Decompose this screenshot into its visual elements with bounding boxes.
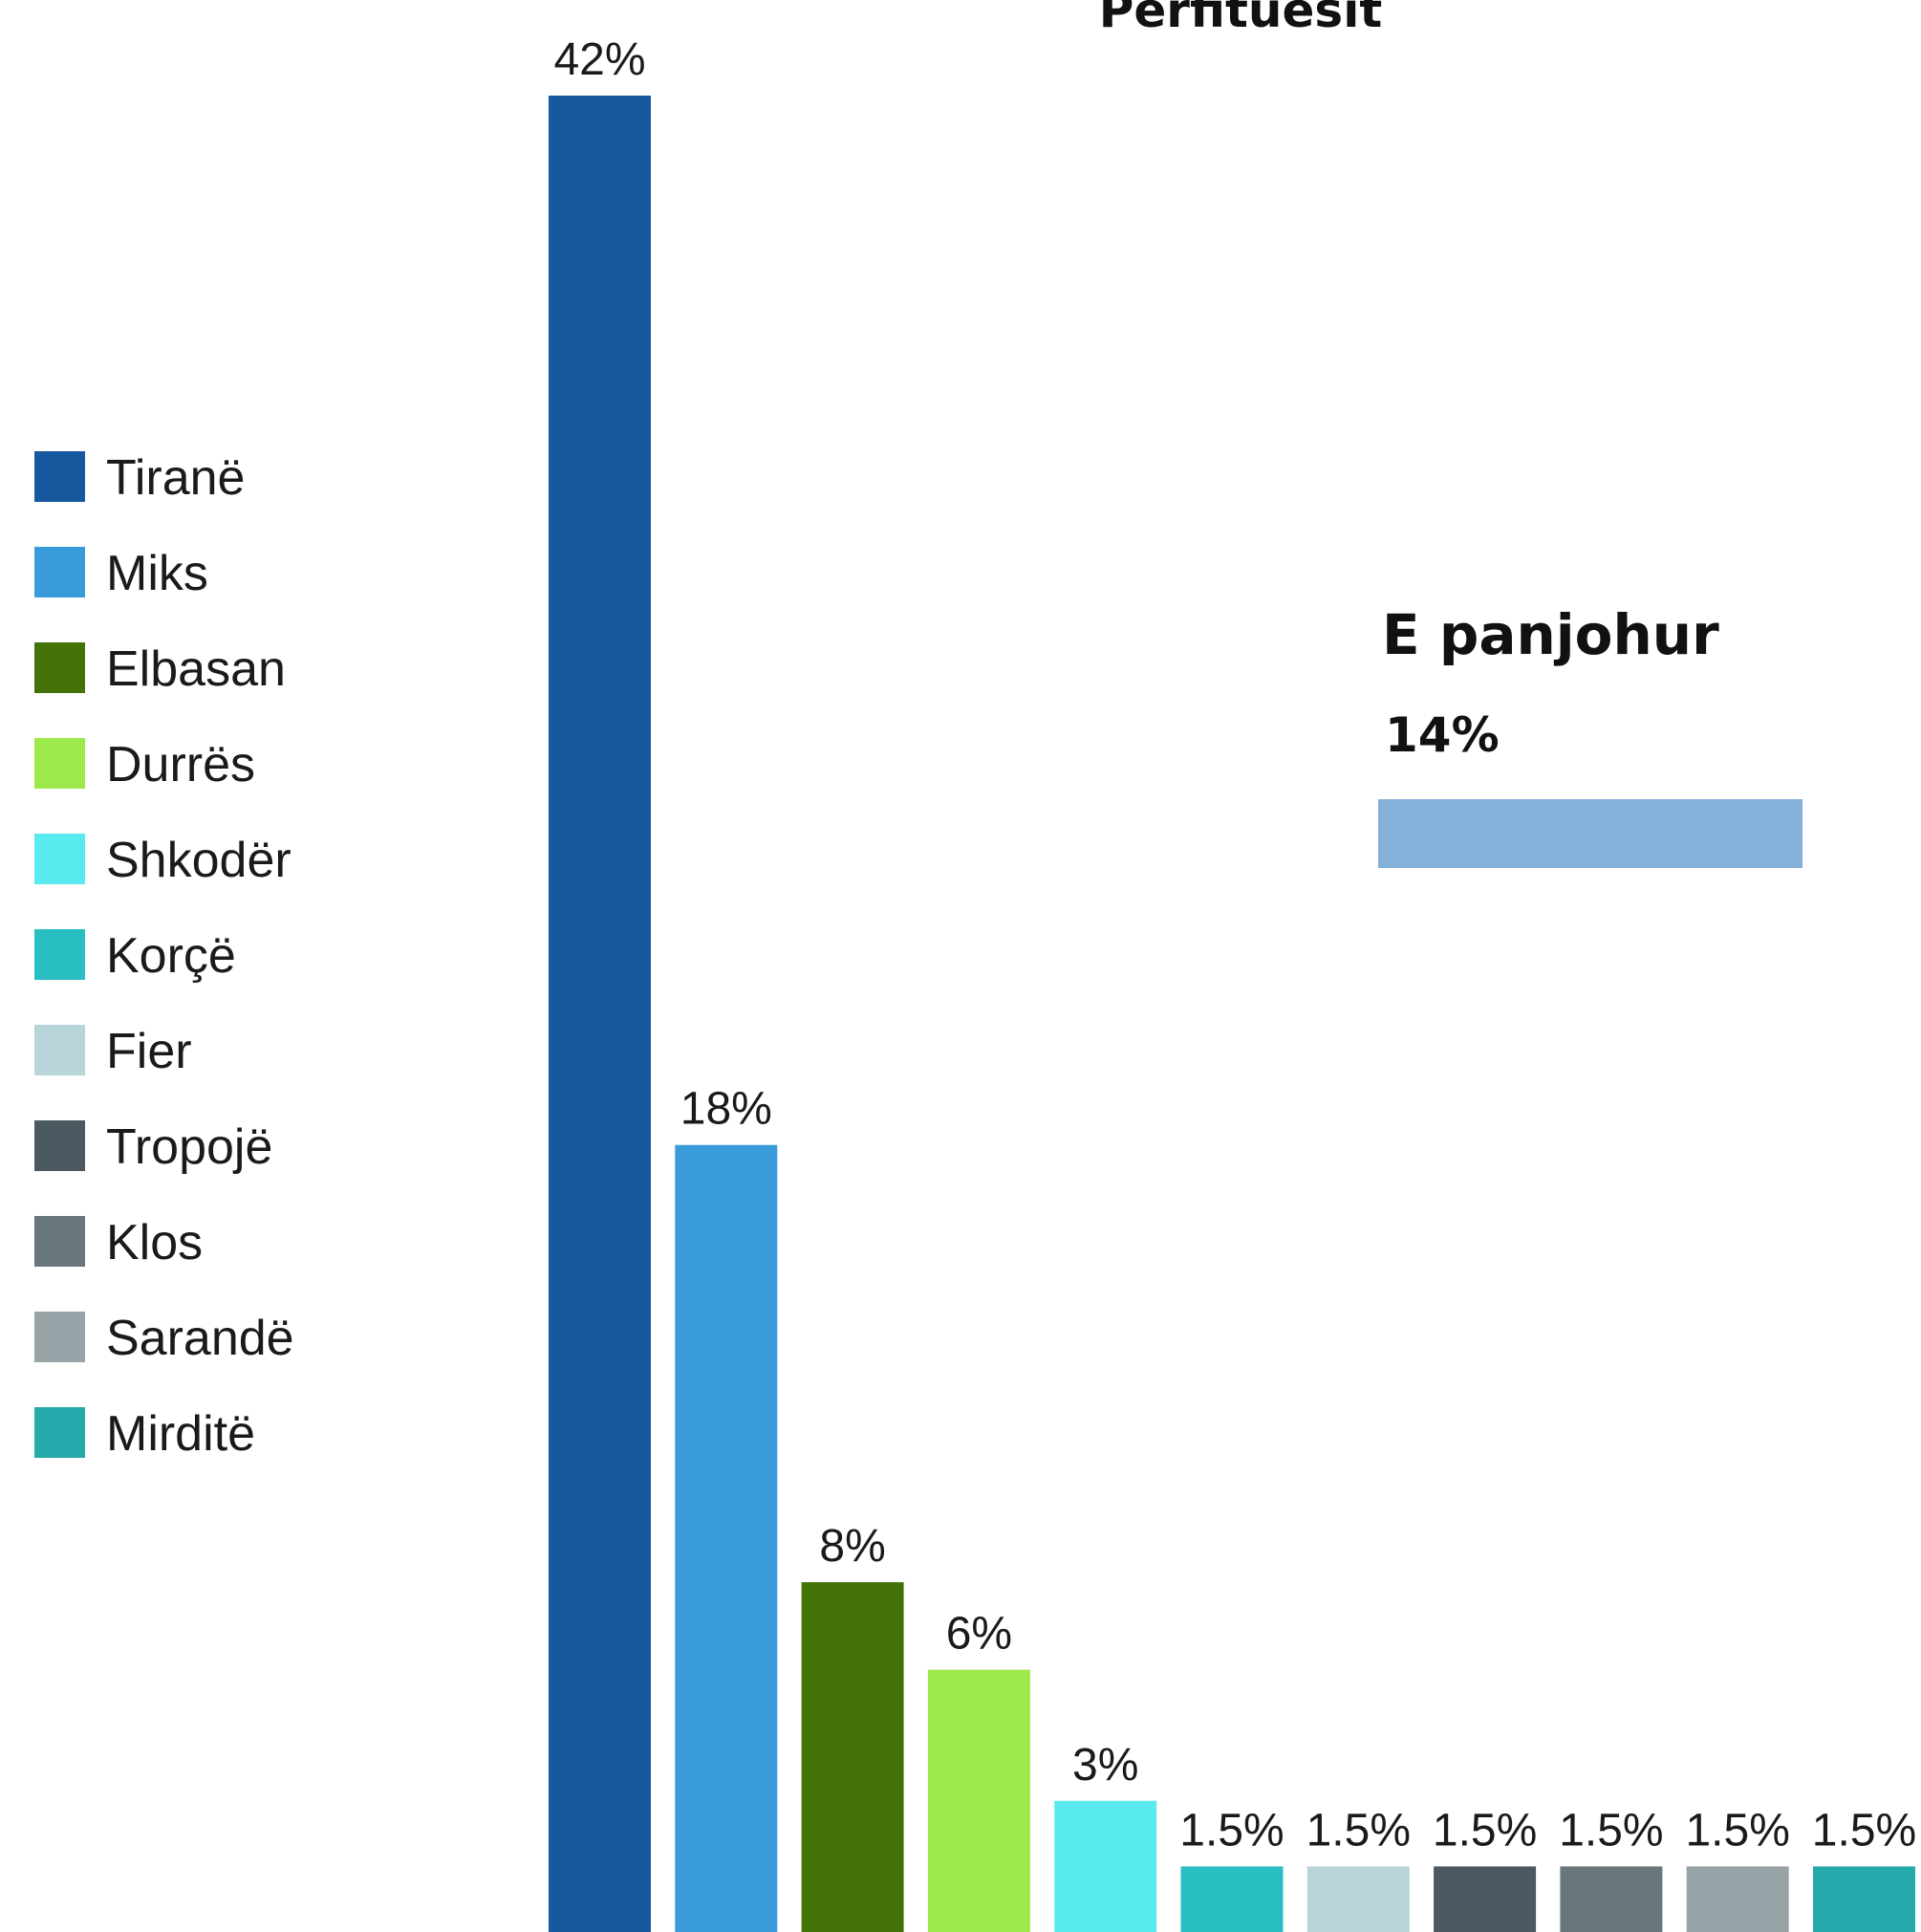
bar-value-label: 1.5% <box>1306 1805 1411 1856</box>
legend-label: Tropojë <box>106 1119 272 1175</box>
legend-label: Shkodër <box>106 833 291 888</box>
legend-label: Durrës <box>106 737 255 792</box>
legend-swatch <box>34 1120 85 1171</box>
legend-swatch <box>34 547 85 597</box>
legend-label: Fier <box>106 1024 192 1079</box>
legend-label: Sarandë <box>106 1311 294 1366</box>
legend-label: Mirditë <box>106 1406 255 1462</box>
legend-label: Korçë <box>106 928 236 984</box>
legend: Tiranë Miks Elbasan Durrës Shkodër Korçë Fier T… <box>34 450 294 1462</box>
legend-swatch <box>34 1216 85 1267</box>
chart-title: Përfituesit <box>1099 0 1382 38</box>
legend-label: Klos <box>106 1215 203 1270</box>
bar-value-label: 8% <box>819 1521 885 1572</box>
bar-value-label: 18% <box>680 1084 772 1135</box>
bar-value-label: 1.5% <box>1685 1805 1789 1856</box>
bar-value-label: 42% <box>553 34 645 85</box>
legend-swatch <box>34 642 85 693</box>
legend-label: Elbasan <box>106 641 286 697</box>
bar-fier <box>1306 1866 1410 1932</box>
bar-value-label: 6% <box>946 1609 1012 1660</box>
bar-korçë <box>1180 1866 1284 1932</box>
bar-durrës <box>927 1669 1030 1932</box>
bar-value-label: 1.5% <box>1179 1805 1284 1856</box>
bar-sarandë <box>1686 1866 1789 1932</box>
bar-tiranë <box>549 96 651 1932</box>
legend-swatch <box>34 1025 85 1075</box>
legend-label: Miks <box>106 546 208 601</box>
bar-value-label: 1.5% <box>1812 1805 1916 1856</box>
unknown-box: E panjohur 14% <box>1378 602 1802 868</box>
bar-miks <box>675 1144 778 1932</box>
legend-swatch <box>34 834 85 884</box>
bars: 42% 18% 8% 6% 3% 1.5% 1.5% 1.5% 1.5% 1.5% 1.5% <box>549 34 1916 1932</box>
legend-swatch <box>34 1312 85 1362</box>
bar-klos <box>1560 1866 1663 1932</box>
bar-value-label: 1.5% <box>1559 1805 1663 1856</box>
bar-value-label: 1.5% <box>1433 1805 1537 1856</box>
legend-label: Tiranë <box>106 450 245 506</box>
unknown-title: E panjohur <box>1382 602 1719 667</box>
legend-swatch <box>34 738 85 789</box>
unknown-bar <box>1378 799 1802 868</box>
unknown-value-label: 14% <box>1385 707 1500 763</box>
bar-mirditë <box>1813 1866 1915 1932</box>
bar-shkodër <box>1054 1800 1157 1932</box>
legend-swatch <box>34 451 85 502</box>
legend-swatch <box>34 929 85 980</box>
bar-value-label: 3% <box>1072 1740 1138 1791</box>
legend-swatch <box>34 1407 85 1458</box>
bar-tropojë <box>1434 1866 1537 1932</box>
bar-elbasan <box>801 1582 904 1932</box>
